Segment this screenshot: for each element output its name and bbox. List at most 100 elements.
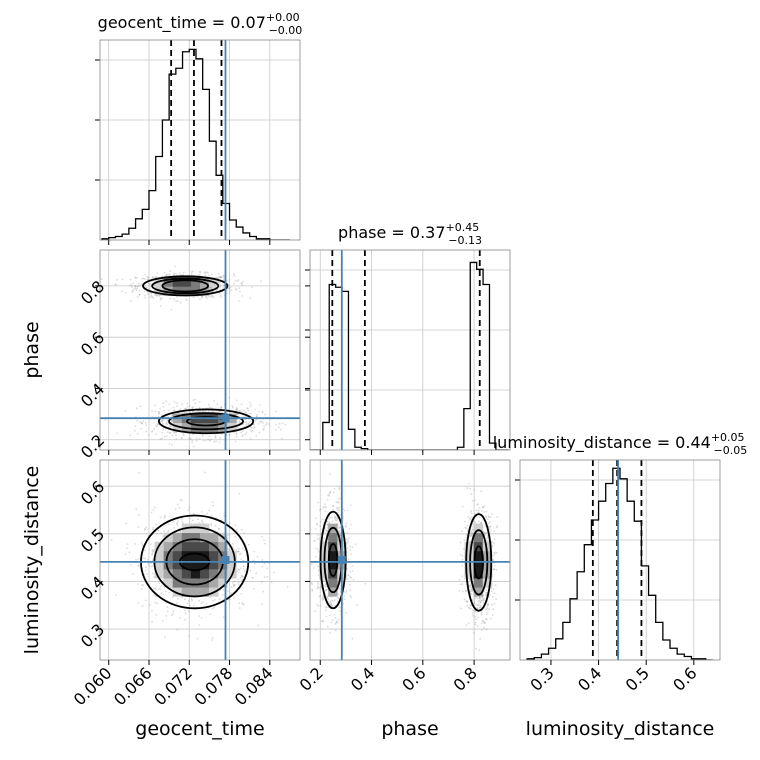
sample-point	[172, 521, 175, 523]
sample-point	[141, 278, 144, 280]
sample-point	[469, 517, 471, 519]
sample-point	[178, 272, 181, 275]
sample-point	[184, 598, 186, 601]
sample-point	[326, 588, 328, 591]
truth-marker	[221, 414, 230, 423]
sample-point	[169, 425, 172, 427]
sample-point	[147, 278, 150, 281]
density-cell	[190, 578, 201, 588]
density-cell	[209, 560, 219, 570]
sample-point	[493, 542, 495, 544]
sample-point	[226, 279, 229, 282]
sample-point	[313, 539, 316, 542]
sample-point	[493, 530, 495, 533]
sample-point	[328, 492, 331, 495]
sample-point	[249, 437, 252, 440]
sample-point	[232, 582, 234, 584]
sample-point	[227, 287, 230, 290]
sample-point	[318, 595, 321, 598]
sample-point	[227, 549, 230, 551]
sample-point	[260, 535, 263, 538]
sample-point	[166, 610, 169, 613]
sample-point	[235, 407, 238, 409]
sample-point	[238, 421, 241, 424]
sample-point	[219, 283, 222, 286]
sample-point	[317, 501, 319, 504]
sample-point	[235, 432, 238, 435]
sample-point	[198, 407, 201, 409]
density-cell	[209, 422, 219, 433]
sample-point	[187, 509, 190, 512]
sample-point	[161, 275, 164, 278]
sample-point	[261, 421, 263, 423]
sample-point	[256, 556, 259, 558]
sample-point	[339, 534, 342, 536]
sample-point	[249, 569, 252, 572]
sample-point	[161, 418, 164, 421]
sample-point	[198, 522, 201, 524]
sample-point	[146, 293, 149, 296]
x-tick-label: 0.6	[669, 663, 700, 694]
sample-point	[326, 523, 329, 525]
sample-point	[176, 524, 179, 527]
sample-point	[482, 598, 485, 600]
sample-point	[209, 286, 212, 289]
sample-point	[255, 415, 258, 418]
density-cell	[209, 541, 219, 552]
sample-point	[134, 543, 137, 545]
sample-point	[244, 421, 247, 424]
sample-point	[239, 409, 242, 412]
sample-point	[326, 530, 328, 532]
sample-point	[238, 583, 240, 586]
sample-point	[235, 435, 238, 438]
sample-point	[241, 435, 244, 438]
sample-point	[150, 292, 153, 295]
sample-point	[487, 515, 490, 517]
sample-point	[492, 608, 495, 611]
density-cell	[190, 587, 201, 597]
sample-point	[161, 620, 164, 622]
sample-point	[471, 500, 474, 502]
sample-point	[478, 516, 481, 519]
sample-point	[330, 604, 333, 606]
x-axis-label-phase: phase	[381, 718, 438, 740]
sample-point	[469, 540, 471, 542]
sample-point	[149, 296, 152, 298]
sample-point	[485, 591, 487, 594]
sample-point	[346, 547, 349, 550]
sample-point	[472, 529, 474, 531]
sample-point	[160, 592, 163, 595]
sample-point	[346, 509, 349, 512]
sample-point	[234, 580, 236, 583]
sample-point	[481, 620, 484, 623]
sample-point	[191, 270, 194, 273]
sample-point	[246, 407, 249, 410]
sample-point	[176, 628, 179, 631]
sample-point	[472, 526, 474, 528]
sample-point	[220, 406, 223, 409]
truth-marker	[337, 556, 346, 564]
sample-point	[213, 599, 216, 601]
x-axis-label-geocent_time: geocent_time	[135, 718, 264, 740]
sample-point	[168, 426, 170, 428]
sample-point	[486, 540, 488, 542]
sample-point	[134, 284, 137, 287]
sample-point	[130, 284, 133, 286]
sample-point	[220, 276, 223, 278]
sample-point	[144, 297, 147, 300]
sample-point	[155, 589, 157, 591]
sample-point	[471, 533, 474, 536]
sample-point	[333, 613, 336, 616]
sample-point	[170, 614, 173, 617]
sample-point	[230, 592, 232, 594]
sample-point	[473, 513, 476, 515]
truth-marker	[221, 556, 230, 564]
sample-point	[237, 578, 240, 581]
sample-point	[319, 525, 321, 528]
x-tick-label: 0.072	[150, 663, 196, 709]
sample-point	[210, 514, 213, 517]
density-cell	[482, 541, 493, 552]
sample-point	[337, 618, 340, 621]
sample-point	[194, 398, 197, 401]
sample-point	[322, 596, 324, 599]
